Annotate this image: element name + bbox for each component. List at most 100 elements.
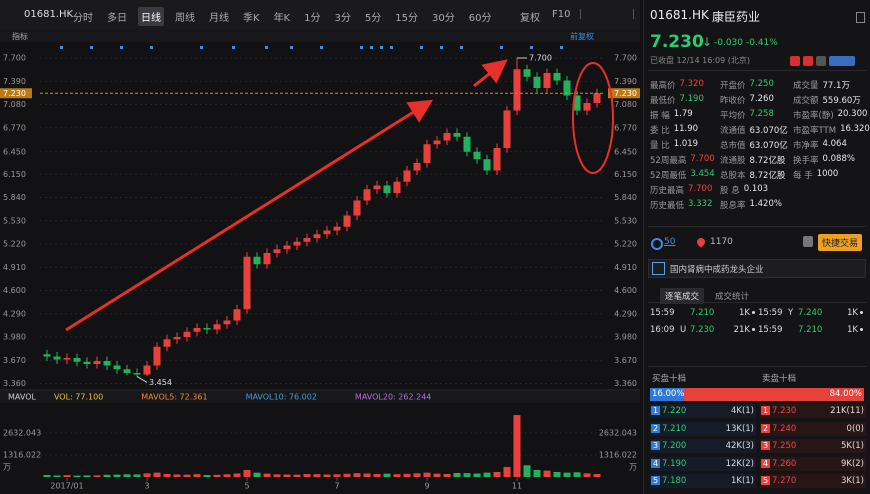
adjust-menu[interactable]: 复权 xyxy=(520,13,540,24)
quote-badge[interactable] xyxy=(790,56,800,66)
period-tab[interactable]: 5分 xyxy=(364,13,382,24)
trade-price: 7.240 xyxy=(798,308,823,318)
book-row-bg xyxy=(650,404,756,418)
trade-price: 7.210 xyxy=(690,308,715,318)
candle-body xyxy=(303,238,311,242)
stat-cell: 流通股 8.72亿股 xyxy=(720,154,785,166)
period-tab[interactable]: 60分 xyxy=(468,13,492,24)
last-price-label: 7.230 xyxy=(614,89,637,98)
followers[interactable]: 50 xyxy=(664,237,676,247)
stat-value: 1000 xyxy=(816,169,839,179)
stock-code: 01681.HK xyxy=(24,9,74,20)
candle-body xyxy=(533,76,541,88)
candle-body xyxy=(523,69,531,77)
collapse-icon[interactable] xyxy=(856,12,865,23)
tag-text[interactable]: 国内肾病中成药龙头企业 xyxy=(670,265,764,275)
y-tick-label: 7.700 xyxy=(614,54,637,63)
stat-cell: 总市值 63.070亿 xyxy=(720,139,788,151)
book-price: 7.190 xyxy=(662,458,687,469)
book-rank: 2 xyxy=(651,423,661,433)
trade-flag: U xyxy=(680,325,687,335)
stat-cell: 股 息 0.103 xyxy=(720,184,768,196)
period-tab[interactable]: 30分 xyxy=(431,13,455,24)
book-price: 7.240 xyxy=(772,423,797,434)
stat-cell: 量 比 1.019 xyxy=(650,139,698,151)
trade-button[interactable]: 快捷交易 xyxy=(818,234,863,251)
y-tick-label: 6.150 xyxy=(614,170,637,179)
stats-tab[interactable]: 成交统计 xyxy=(715,292,750,302)
trade-flag: Y xyxy=(788,308,794,318)
book-row-bg xyxy=(650,474,756,488)
period-tab[interactable]: 周线 xyxy=(175,13,195,24)
stat-label: 市盈率TTM xyxy=(793,126,837,136)
stat-label: 量 比 xyxy=(650,141,670,151)
alert-icon[interactable] xyxy=(803,236,813,247)
period-tab[interactable]: 3分 xyxy=(334,13,351,24)
stat-value: 7.320 xyxy=(679,79,704,89)
stat-label: 成交额 xyxy=(793,96,819,106)
volume-unit: 万 xyxy=(3,463,11,472)
period-tab[interactable]: 月线 xyxy=(209,13,229,24)
stat-cell: 委 比 11.90 xyxy=(650,124,698,136)
candle-body xyxy=(123,369,131,373)
trade-size: 1K xyxy=(847,308,858,318)
y-tick-label: 7.700 xyxy=(3,54,26,63)
event-dot xyxy=(560,46,563,49)
stat-label: 历史最低 xyxy=(650,201,685,211)
adjust-label[interactable]: 前复权 xyxy=(570,32,594,41)
stat-label: 总市值 xyxy=(720,141,746,151)
candle-body xyxy=(493,148,501,171)
stat-value: 1.019 xyxy=(673,139,699,149)
book-qty: 12K(2) xyxy=(725,458,754,469)
volume-bar xyxy=(183,474,191,477)
period-tab[interactable]: 季K xyxy=(243,13,260,24)
stat-label: 流通值 xyxy=(720,126,746,136)
volume-bar xyxy=(253,472,261,477)
volume-bar xyxy=(113,474,121,477)
quote-arrow: ↓ xyxy=(702,35,713,49)
volume-bar xyxy=(103,474,111,477)
candle-body xyxy=(453,133,461,137)
event-dot xyxy=(440,46,443,49)
candle-body xyxy=(273,249,281,253)
toolbar-bg xyxy=(0,0,640,30)
candle-body xyxy=(443,133,451,141)
quote-badge[interactable] xyxy=(816,56,826,66)
period-tab[interactable]: 日线 xyxy=(138,7,164,26)
stat-cell: 市盈率TTM 16.320 xyxy=(793,124,870,136)
period-tab[interactable]: 15分 xyxy=(395,13,418,24)
volume-bar xyxy=(223,474,231,477)
period-tab[interactable]: 年K xyxy=(273,13,291,24)
stat-value: 7.258 xyxy=(749,109,774,119)
event-dot xyxy=(380,46,383,49)
book-price: 7.220 xyxy=(662,406,687,416)
volume-bar xyxy=(283,474,291,477)
f10-button[interactable]: F10 xyxy=(552,9,571,20)
y-tick-label: 5.220 xyxy=(3,240,26,249)
trades-tab[interactable]: 逐笔成交 xyxy=(660,288,705,304)
quote-badge[interactable] xyxy=(829,56,855,66)
period-tab[interactable]: 分时 xyxy=(73,13,93,24)
volume-bar xyxy=(513,415,521,477)
stat-label: 52周最高 xyxy=(650,156,687,166)
divider xyxy=(648,366,866,367)
last-price-box xyxy=(0,88,32,99)
stat-label: 委 比 xyxy=(650,126,670,136)
toolbar-icons xyxy=(580,9,634,19)
volume-bar xyxy=(63,475,71,477)
volume-bar xyxy=(523,465,531,477)
stat-cell: 每 手 1000 xyxy=(793,169,838,181)
book-row-bg xyxy=(760,439,866,453)
quote-badge[interactable] xyxy=(803,56,813,66)
period-tab[interactable]: 多日 xyxy=(107,13,127,24)
stat-value: 3.332 xyxy=(688,199,713,209)
period-tab[interactable]: 1分 xyxy=(304,13,321,24)
candle-body xyxy=(213,324,221,330)
volume-bar xyxy=(403,473,411,477)
candle-body xyxy=(93,361,101,364)
book-rank: 4 xyxy=(761,458,771,468)
candle-body xyxy=(413,163,421,171)
stat-cell: 成交量 77.1万 xyxy=(793,79,850,91)
book-price: 7.270 xyxy=(772,476,797,486)
